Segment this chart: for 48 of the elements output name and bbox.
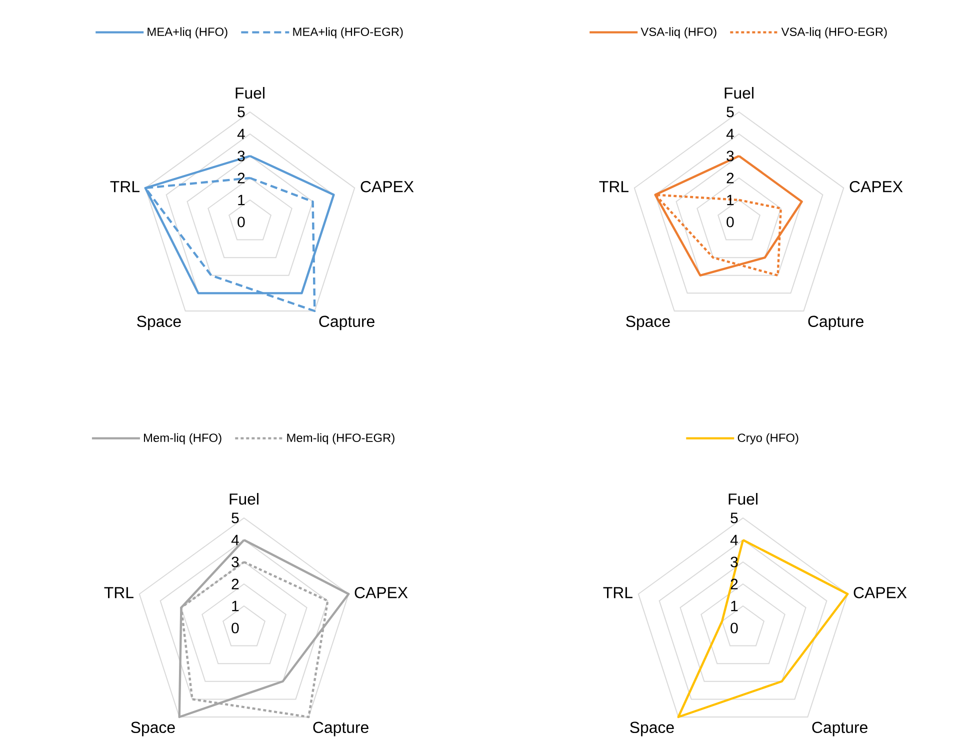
y-tick-label: 4 [730, 534, 738, 546]
y-tick-label: 1 [238, 194, 245, 206]
spoke-label: CAPEX [354, 587, 408, 598]
y-tick-label: 1 [232, 600, 239, 612]
spoke-label: Capture [319, 316, 374, 330]
y-tick-label: 5 [726, 106, 734, 118]
spoke-label: CAPEX [360, 181, 414, 192]
spoke-label: CAPEX [850, 181, 903, 192]
spoke-label: Capture [808, 316, 864, 330]
spoke-label: Fuel [728, 492, 758, 505]
spoke-label: TRL [110, 181, 140, 192]
spoke-label: Space [626, 316, 670, 330]
y-tick-label: 0 [726, 216, 734, 228]
legend-label: Mem-liq (HFO) [144, 433, 222, 444]
legend-label: VSA-liq (HFO-EGR) [781, 27, 887, 38]
y-tick-label: 4 [237, 128, 245, 140]
y-tick-label: 1 [727, 194, 734, 206]
y-tick-label: 5 [238, 106, 245, 118]
y-tick-label: 4 [231, 534, 239, 546]
y-tick-label: 0 [232, 622, 239, 634]
y-tick-label: 1 [731, 600, 738, 612]
y-tick-label: 5 [730, 512, 738, 524]
spoke-label: Fuel [230, 492, 258, 505]
y-tick-label: 2 [238, 172, 245, 184]
spoke-label: Capture [313, 722, 368, 736]
spoke-label: TRL [603, 587, 632, 598]
spoke-label: TRL [104, 587, 134, 598]
legend-label: MEA+liq (HFO) [148, 27, 228, 38]
legend-label: VSA-liq (HFO) [640, 27, 716, 38]
y-tick-label: 3 [726, 150, 734, 162]
spoke-label: Capture [812, 722, 868, 736]
spoke-label: Fuel [724, 86, 754, 99]
spoke-label: Fuel [236, 86, 264, 99]
legend-label: Cryo (HFO) [738, 433, 798, 444]
y-tick-label: 2 [726, 172, 734, 184]
spoke-label: TRL [599, 181, 628, 192]
spoke-label: CAPEX [854, 587, 907, 598]
spoke-label: Space [131, 722, 175, 736]
legend-label: MEA+liq (HFO-EGR) [293, 27, 403, 38]
legend-label: Mem-liq (HFO-EGR) [287, 433, 394, 444]
spoke-label: Space [630, 722, 674, 736]
y-tick-label: 3 [232, 556, 239, 568]
y-tick-label: 4 [726, 128, 734, 140]
spoke-label: Space [137, 316, 181, 330]
y-tick-label: 0 [238, 216, 245, 228]
y-tick-label: 0 [730, 622, 738, 634]
y-tick-label: 5 [232, 512, 239, 524]
y-tick-label: 2 [232, 578, 239, 590]
